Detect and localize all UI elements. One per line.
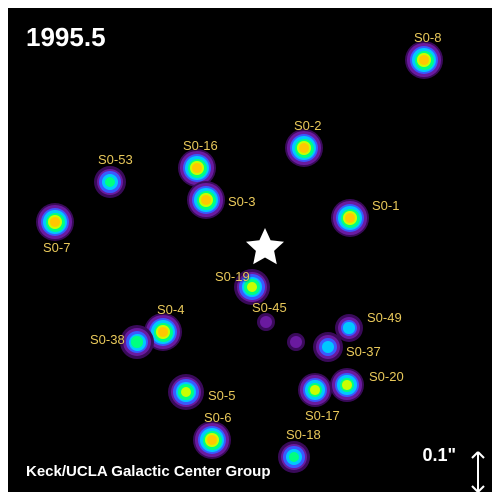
credit-label: Keck/UCLA Galactic Center Group (26, 463, 271, 480)
star-ring (192, 163, 202, 173)
star-label: S0-38 (90, 332, 125, 347)
star-label: S0-37 (346, 344, 381, 359)
star-label: S0-19 (215, 269, 250, 284)
star-ring (342, 380, 352, 390)
star-ring (419, 55, 429, 65)
star-ring (299, 143, 309, 153)
star-ring (201, 195, 211, 205)
star-ring (290, 336, 302, 348)
star-label: S0-2 (294, 118, 321, 133)
star-ring (310, 385, 320, 395)
star-label: S0-45 (252, 300, 287, 315)
star-ring (322, 341, 334, 353)
scale-bar-icon (468, 447, 488, 497)
star-label: S0-3 (228, 194, 255, 209)
star-field: 1995.5 Keck/UCLA Galactic Center Group 0… (12, 12, 488, 488)
frame-border: 1995.5 Keck/UCLA Galactic Center Group 0… (6, 6, 494, 494)
star-ring (207, 435, 217, 445)
figure-container: 1995.5 Keck/UCLA Galactic Center Group 0… (0, 0, 500, 500)
star-label: S0-17 (305, 408, 340, 423)
star-ring (158, 327, 168, 337)
star-label: S0-1 (372, 198, 399, 213)
epoch-label: 1995.5 (26, 22, 106, 53)
star-ring (50, 217, 60, 227)
star-ring (260, 316, 272, 328)
star-label: S0-4 (157, 302, 184, 317)
star-label: S0-5 (208, 388, 235, 403)
star-label: S0-53 (98, 152, 133, 167)
star-label: S0-8 (414, 30, 441, 45)
star-label: S0-18 (286, 427, 321, 442)
star-label: S0-7 (43, 240, 70, 255)
star-ring (343, 322, 354, 333)
star-label: S0-49 (367, 310, 402, 325)
star-label: S0-20 (369, 369, 404, 384)
star-ring (345, 213, 355, 223)
star-label: S0-16 (183, 138, 218, 153)
star-label: S0-6 (204, 410, 231, 425)
scale-label: 0.1" (422, 445, 456, 466)
central-star-icon (245, 228, 285, 268)
star-ring (131, 336, 142, 347)
